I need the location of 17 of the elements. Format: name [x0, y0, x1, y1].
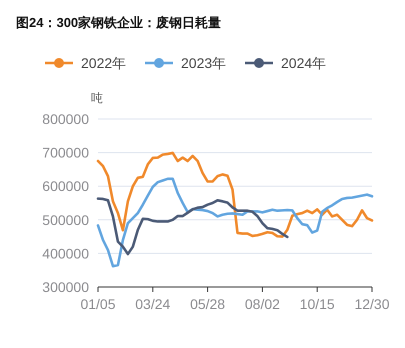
y-tick-label: 600000	[42, 178, 90, 194]
x-tick-label: 10/15	[300, 296, 335, 312]
x-tick-label: 03/24	[135, 296, 171, 312]
legend-label: 2022年	[81, 55, 126, 71]
y-tick-label: 400000	[42, 245, 90, 262]
x-tick-label: 05/28	[190, 296, 226, 312]
y-axis-title: 吨	[91, 91, 103, 105]
x-tick-label: 08/02	[244, 296, 280, 312]
y-tick-label: 500000	[42, 212, 90, 228]
y-tick-label: 700000	[42, 144, 90, 161]
y-tick-label: 300000	[42, 279, 90, 295]
legend-label: 2024年	[281, 55, 326, 71]
y-tick-label: 800000	[42, 111, 90, 127]
x-tick-label: 01/05	[80, 296, 116, 312]
legend-label: 2023年	[181, 55, 226, 71]
x-tick-label: 12/30	[354, 296, 390, 312]
chart-title: 图24：300家钢铁企业：废钢日耗量	[16, 15, 222, 30]
